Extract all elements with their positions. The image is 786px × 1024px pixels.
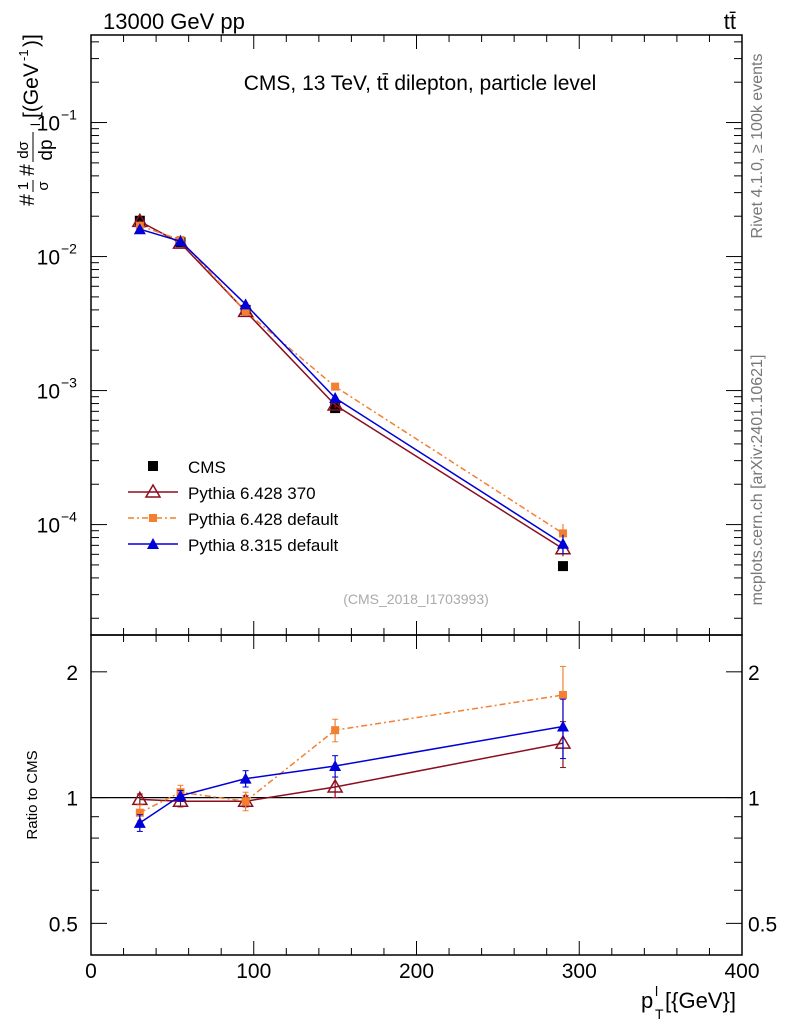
svg-text:-1: -1 [16,49,31,61]
legend-label: Pythia 8.315 default [188,536,339,555]
y-tick-label-exponent: −2 [61,241,77,257]
ratio-point [131,790,149,806]
legend-marker [149,514,157,522]
x-tick-label: 200 [399,960,434,983]
data-point [326,396,344,411]
svg-text:l: l [28,123,43,126]
data-point [241,307,250,316]
ratio-point [558,691,567,700]
legend: CMS Pythia 6.428 370 Pythia 6.428 default P… [128,458,339,555]
y-tick-label-base: 10 [37,381,60,404]
ratio-point [135,808,144,817]
legend-marker [144,483,162,498]
rivet-version-label: Rivet 4.1.0, ≥ 100k events [749,54,766,239]
header-process-label: tt̄ [724,9,736,34]
series-pythia-6-428-370 [131,212,572,557]
legend-marker [147,538,159,549]
svg-text:1: 1 [15,182,32,190]
legend-entry: CMS [148,458,226,477]
analysis-id-label: (CMS_2018_I1703993) [343,591,489,607]
data-point [556,537,569,549]
x-tick-label: 100 [236,960,271,983]
mcplots-label: mcplots.cern.ch [arXiv:2401.10621] [749,355,766,606]
y-tick-label-exponent: −1 [61,107,77,123]
svg-text:[(GeV: [(GeV [20,63,43,118]
ratio-y-tick-label-right: 2 [748,662,760,685]
y-tick-label-base: 10 [37,515,60,538]
ratio-y-tick-label-right: 1 [748,788,760,811]
ratio-layer [131,665,572,832]
ratio-y-axis-label: Ratio to CMS [24,750,41,839]
x-tick-label: 400 [724,960,759,983]
svg-text:[{GeV}]: [{GeV}] [665,988,736,1013]
svg-text:)]: )] [20,34,43,47]
svg-text:p: p [641,988,653,1013]
ratio-series-pythia-8-315-default [133,698,569,832]
svg-text:σ: σ [35,181,52,191]
data-point [174,235,187,247]
svg-text:dp: dp [36,139,57,160]
series-layer [131,212,572,572]
data-point [329,392,342,404]
svg-text:#: # [16,194,39,206]
ratio-plot-frame [90,634,743,956]
svg-text:l: l [655,983,658,999]
ratio-point [326,778,344,793]
legend-label: CMS [188,458,226,477]
ratio-line [139,725,564,824]
svg-text:T: T [655,1006,664,1022]
ratio-y-tick-label-left: 0.5 [49,913,78,936]
data-point [331,382,340,391]
series-pythia-8-315-default [133,223,569,555]
ratio-point [331,726,340,735]
legend-entry: Pythia 6.428 370 [128,483,316,503]
plot-title: CMS, 13 TeV, tt̄ dilepton, particle leve… [244,72,597,95]
x-axis-label: p T l [{GeV}] [641,983,736,1022]
y-tick-label-exponent: −3 [61,375,77,391]
ratio-point [241,797,250,806]
x-tick-label: 300 [562,960,597,983]
svg-text:dσ: dσ [15,140,32,158]
legend-label: Pythia 6.428 370 [188,484,316,503]
y-tick-label-base: 10 [37,113,60,136]
ratio-line [139,694,564,814]
ratio-point [329,760,342,772]
data-point [557,561,568,572]
ratio-y-tick-label-left: 2 [66,662,78,685]
ratio-line [139,742,564,803]
ratio-point [174,789,187,801]
series-line [139,224,564,534]
ratio-point [239,772,252,784]
header-beam-label: 13000 GeV pp [103,9,245,34]
ratio-point [556,720,569,732]
y-tick-label-exponent: −4 [61,509,77,525]
legend-marker [148,461,158,471]
legend-entry: Pythia 6.428 default [128,510,339,529]
ratio-series-pythia-6-428-370 [131,721,572,808]
legend-entry: Pythia 8.315 default [128,536,339,555]
ratio-point [133,816,146,828]
svg-text:#: # [16,164,39,176]
data-point [558,529,567,538]
y-axis-label: # 1 σ # dσ dp l [(GeV -1 )] [15,34,57,206]
legend-label: Pythia 6.428 default [188,510,339,529]
ratio-y-tick-label-left: 1 [66,788,78,811]
data-point [133,223,146,235]
data-point [239,298,252,310]
ratio-y-tick-label-right: 0.5 [748,913,777,936]
x-tick-label: 0 [85,960,97,983]
y-tick-label-base: 10 [37,247,60,270]
